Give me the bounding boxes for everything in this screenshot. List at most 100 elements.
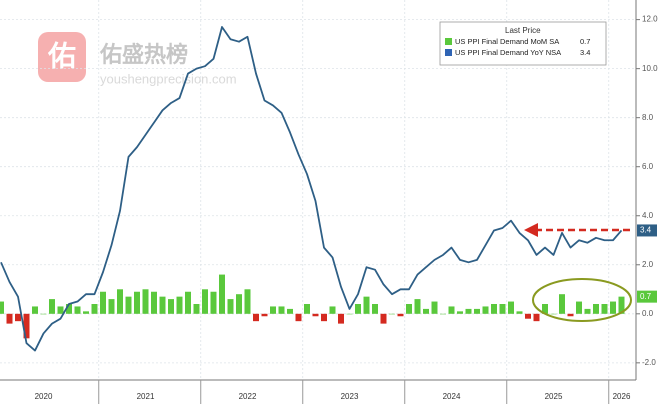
x-tick-label: 2024: [443, 392, 461, 401]
bar: [270, 306, 276, 314]
bar: [457, 311, 463, 314]
bar: [423, 308, 429, 314]
bar: [321, 313, 327, 322]
watermark-title: 佑盛热榜: [99, 42, 188, 67]
bar: [550, 313, 557, 315]
bar: [414, 299, 421, 314]
bar: [508, 301, 514, 314]
annotations: [524, 223, 632, 322]
bar: [40, 313, 47, 315]
arrow-head: [524, 223, 538, 237]
legend: Last Price US PPI Final Demand MoM SA 0.7…: [439, 21, 607, 66]
bar: [389, 313, 395, 315]
marks: [0, 26, 625, 352]
bar: [151, 291, 157, 314]
legend-label: US PPI Final Demand MoM SA: [455, 37, 559, 46]
bar: [74, 306, 81, 314]
bar: [618, 296, 625, 314]
bar: [516, 311, 523, 314]
x-tick-label: 2023: [341, 392, 359, 401]
bar: [159, 296, 166, 314]
bar: [108, 299, 115, 314]
bar: [380, 313, 387, 324]
bar: [6, 313, 13, 324]
bar: [287, 308, 293, 314]
bar: [559, 294, 565, 314]
bar: [32, 306, 38, 314]
bar: [355, 304, 361, 314]
last-value-tag: [637, 290, 657, 303]
bar: [0, 301, 4, 314]
bar: [406, 304, 412, 314]
bar: [202, 289, 208, 314]
bar: [193, 304, 200, 314]
bar: [15, 313, 21, 322]
highlight-ellipse: [532, 278, 632, 322]
bar: [312, 313, 319, 317]
bar: [465, 308, 472, 314]
bar: [23, 313, 30, 339]
bar: [584, 308, 591, 314]
bar: [576, 301, 582, 314]
y-tick-label: 4.0: [642, 211, 654, 220]
bar: [499, 304, 506, 314]
bar: [397, 313, 404, 317]
bar: [219, 274, 225, 314]
watermark-icon: [38, 32, 86, 82]
bar: [261, 313, 268, 317]
y-tick-label: 6.0: [642, 162, 654, 171]
bar: [440, 313, 446, 315]
bar: [278, 306, 285, 314]
bar: [593, 304, 599, 314]
bar: [125, 296, 132, 314]
watermark-icon-text: 佑: [47, 40, 76, 71]
watermark: 佑 佑盛热榜 youshengprecision.com: [38, 32, 237, 86]
bar: [142, 289, 149, 314]
bar: [91, 304, 98, 314]
bar: [253, 313, 259, 322]
watermark-url: youshengprecision.com: [100, 71, 237, 86]
legend-label: US PPI Final Demand YoY NSA: [455, 48, 561, 57]
line: [0, 26, 623, 352]
bar: [134, 291, 140, 314]
bar: [176, 296, 183, 314]
bar: [66, 304, 72, 314]
bar: [168, 299, 174, 314]
bar: [236, 294, 242, 314]
bar: [533, 313, 540, 322]
bar: [372, 304, 378, 314]
bar: [525, 313, 531, 319]
bar: [49, 299, 55, 314]
legend-swatch: [445, 38, 452, 45]
last-value-label: 3.4: [640, 226, 652, 235]
bar: [295, 313, 302, 322]
legend-swatch: [445, 49, 452, 56]
bar: [601, 304, 608, 314]
last-value-label: 0.7: [640, 292, 652, 301]
bar: [100, 291, 106, 314]
y-tick-label: 10.0: [642, 64, 658, 73]
last-value-tag: [637, 224, 657, 237]
y-tick-label: 12.0: [642, 15, 658, 24]
y-tick-label: 2.0: [642, 260, 654, 269]
x-tick-label: 2020: [35, 392, 53, 401]
bar: [57, 306, 64, 314]
bar: [244, 289, 251, 314]
bar: [346, 313, 353, 315]
bar: [448, 306, 455, 314]
bar: [210, 291, 217, 314]
y-tick-label: 0.0: [642, 309, 654, 318]
x-tick-label: 2021: [137, 392, 155, 401]
bar: [567, 313, 574, 317]
legend-title: Last Price: [505, 26, 541, 35]
bar: [431, 301, 438, 314]
y-tick-label: -2.0: [642, 358, 656, 367]
bar: [610, 301, 616, 314]
legend-value: 0.7: [580, 37, 590, 46]
bar: [227, 299, 234, 314]
legend-box: [439, 21, 607, 66]
bar: [329, 306, 336, 314]
